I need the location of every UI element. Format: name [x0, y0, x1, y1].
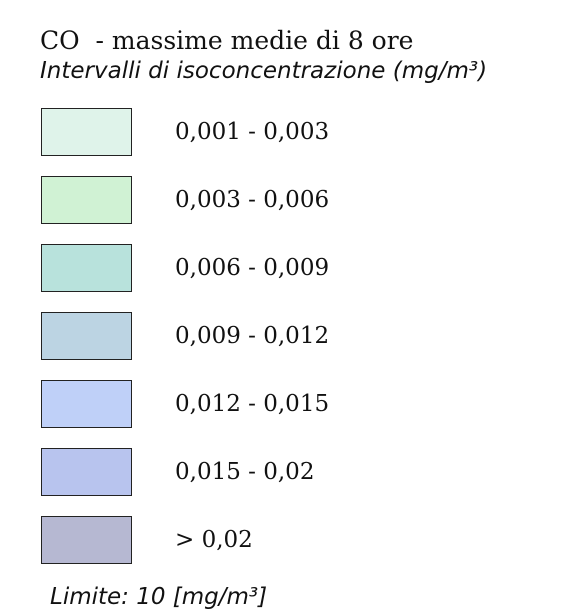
range-label: 0,009 - 0,012 [175, 323, 330, 349]
color-swatch [41, 312, 132, 360]
color-swatch [41, 380, 132, 428]
range-label: 0,012 - 0,015 [175, 391, 330, 417]
color-swatch [41, 244, 132, 292]
range-label: 0,006 - 0,009 [175, 255, 330, 281]
legend-title: CO - massime medie di 8 ore [40, 26, 414, 55]
legend-subtitle: Intervalli di isoconcentrazione (mg/m³) [40, 58, 488, 84]
legend-item: 0,003 - 0,006 [40, 176, 540, 244]
legend-item: 0,001 - 0,003 [40, 108, 540, 176]
range-label: 0,001 - 0,003 [175, 119, 330, 145]
legend-item: > 0,02 [40, 516, 540, 584]
concentration-legend: 0,001 - 0,003 0,003 - 0,006 0,006 - 0,00… [40, 108, 540, 584]
color-swatch [41, 516, 132, 564]
color-swatch [41, 176, 132, 224]
range-label: 0,003 - 0,006 [175, 187, 330, 213]
legend-item: 0,012 - 0,015 [40, 380, 540, 448]
legend-item: 0,009 - 0,012 [40, 312, 540, 380]
color-swatch [41, 448, 132, 496]
range-label: 0,015 - 0,02 [175, 459, 315, 485]
range-label: > 0,02 [175, 527, 253, 553]
legend-item: 0,015 - 0,02 [40, 448, 540, 516]
color-swatch [41, 108, 132, 156]
limit-note: Limite: 10 [mg/m³] [50, 584, 268, 610]
legend-item: 0,006 - 0,009 [40, 244, 540, 312]
